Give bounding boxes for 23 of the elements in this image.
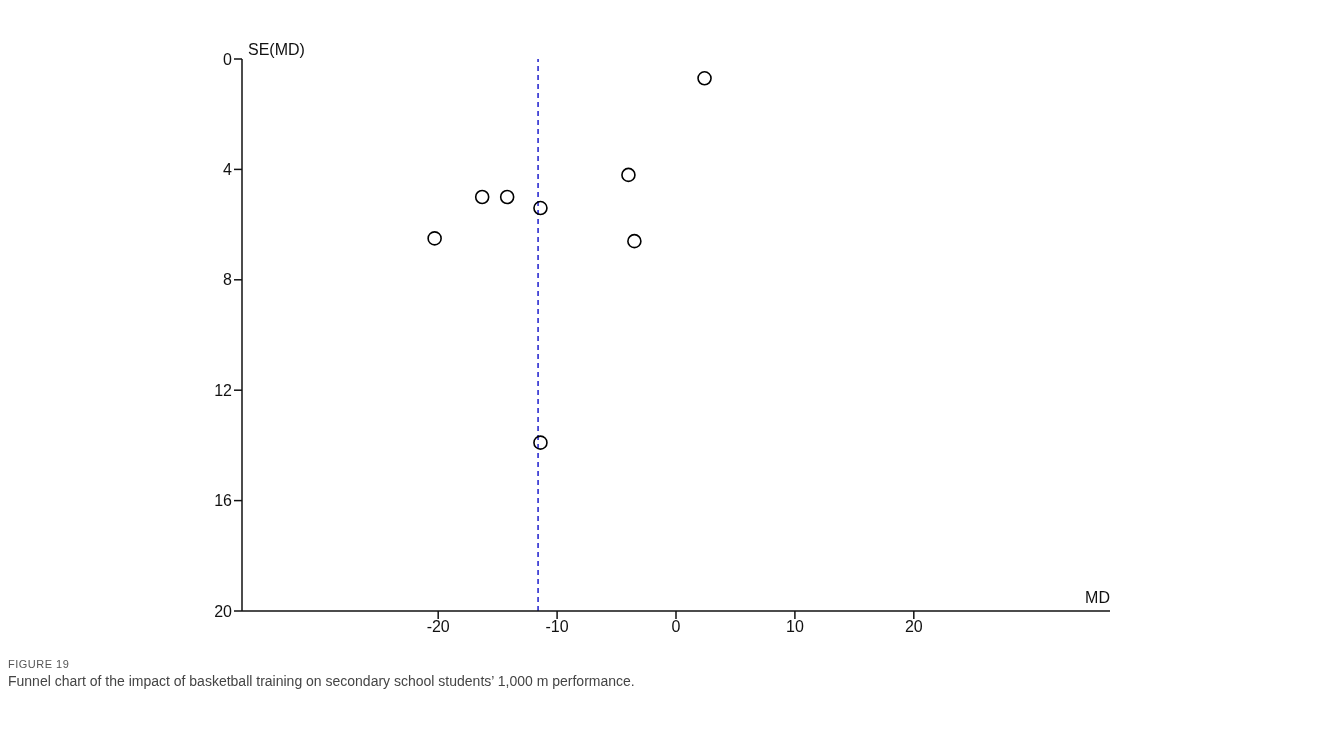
y-axis-title: SE(MD) (248, 41, 305, 58)
point (427, 231, 442, 246)
y-tick-label: 12 (214, 381, 233, 399)
caption: FIGURE 19 (8, 658, 71, 670)
x-axis-title: MD (1085, 589, 1110, 606)
x-tick-label: 10 (786, 618, 804, 636)
point (499, 189, 515, 205)
x-tick-label: 20 (904, 618, 923, 636)
x-tick-label: -10 (545, 618, 569, 636)
point (474, 189, 490, 205)
point (533, 435, 548, 450)
point (697, 71, 712, 86)
point (533, 200, 548, 216)
text: Funnel chart of the impact of basketball training on secondary school students’ 1,000 m performance. (8, 673, 636, 689)
y-tick-label: 0 (223, 50, 233, 68)
y-tick-label: 4 (223, 161, 233, 179)
point (621, 167, 636, 183)
x-tick-label: -20 (426, 618, 450, 636)
x-tick-label: 0 (671, 618, 681, 636)
y-tick-label: 20 (214, 602, 233, 620)
y-tick-label: 16 (214, 492, 233, 510)
point (627, 233, 642, 249)
y-tick-label: 8 (223, 271, 233, 289)
